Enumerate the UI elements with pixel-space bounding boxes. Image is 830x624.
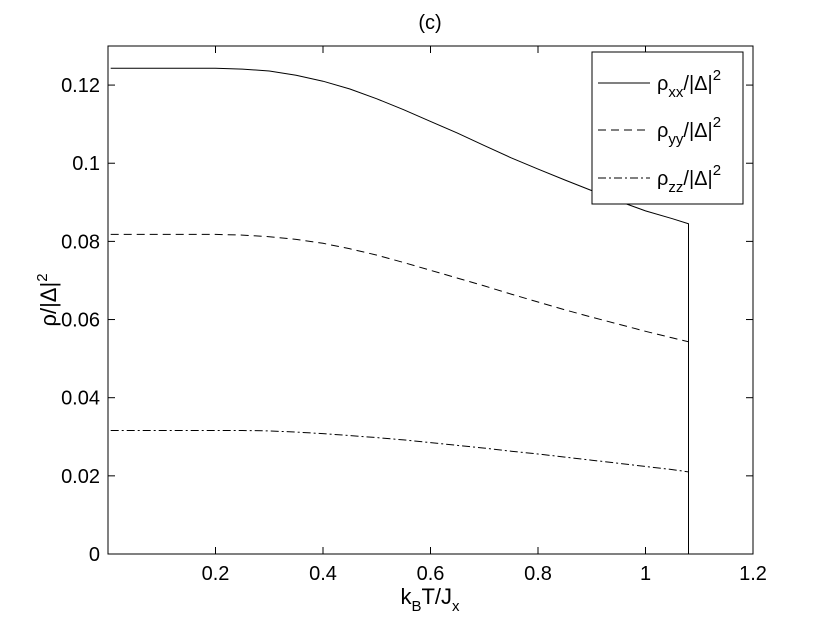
legend-label-rho-yy: ρyy/|Δ|2 xyxy=(657,114,721,148)
series-line-rho-yy xyxy=(110,233,689,554)
y-axis-label: ρ/|Δ|2 xyxy=(34,273,61,326)
legend-box xyxy=(591,51,744,205)
x-axis-ticks: 0.2 0.4 0.6 0.8 1 1.2 xyxy=(202,46,767,585)
x-tick-label: 0.4 xyxy=(309,563,337,585)
y-axis-ticks: 0 0.02 0.04 0.06 0.08 0.1 0.12 xyxy=(61,75,753,566)
chart-title: (c) xyxy=(418,12,441,34)
series-lines xyxy=(110,67,689,554)
legend-label-rho-zz: ρzz/|Δ|2 xyxy=(657,162,721,196)
y-tick-label: 0 xyxy=(89,544,100,566)
legend-label-rho-xx: ρxx/|Δ|2 xyxy=(657,67,721,101)
x-axis-label: kBT/Jx xyxy=(400,584,460,615)
series-line-rho-xx xyxy=(110,67,689,554)
legend: ρxx/|Δ|2 ρyy/|Δ|2 ρzz/|Δ|2 xyxy=(591,51,744,205)
x-tick-label: 0.6 xyxy=(417,563,445,585)
x-tick-label: 0.8 xyxy=(524,563,552,585)
y-tick-label: 0.08 xyxy=(61,231,100,253)
y-tick-label: 0.04 xyxy=(61,388,100,410)
y-tick-label: 0.1 xyxy=(72,153,100,175)
x-tick-label: 1 xyxy=(640,563,651,585)
y-tick-label: 0.12 xyxy=(61,75,100,97)
y-tick-label: 0.02 xyxy=(61,466,100,488)
series-line-rho-zz xyxy=(110,430,689,554)
x-tick-label: 1.2 xyxy=(739,563,767,585)
x-tick-label: 0.2 xyxy=(202,563,230,585)
y-tick-label: 0.06 xyxy=(61,310,100,332)
